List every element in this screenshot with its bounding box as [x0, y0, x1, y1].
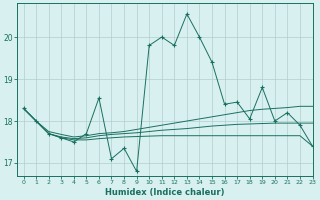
X-axis label: Humidex (Indice chaleur): Humidex (Indice chaleur): [105, 188, 225, 197]
